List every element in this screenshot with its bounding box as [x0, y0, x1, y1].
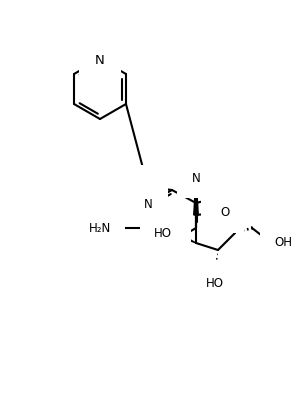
Polygon shape — [194, 177, 198, 215]
Text: HO: HO — [154, 227, 172, 240]
Text: N: N — [168, 236, 176, 249]
Text: S: S — [144, 181, 152, 194]
Text: H₂N: H₂N — [89, 222, 111, 235]
Polygon shape — [174, 232, 196, 243]
Text: N: N — [144, 197, 153, 210]
Text: N: N — [192, 171, 200, 184]
Text: N: N — [216, 191, 224, 204]
Text: OH: OH — [274, 236, 292, 249]
Text: HO: HO — [206, 276, 224, 289]
Text: N: N — [95, 53, 105, 66]
Text: O: O — [220, 206, 230, 219]
